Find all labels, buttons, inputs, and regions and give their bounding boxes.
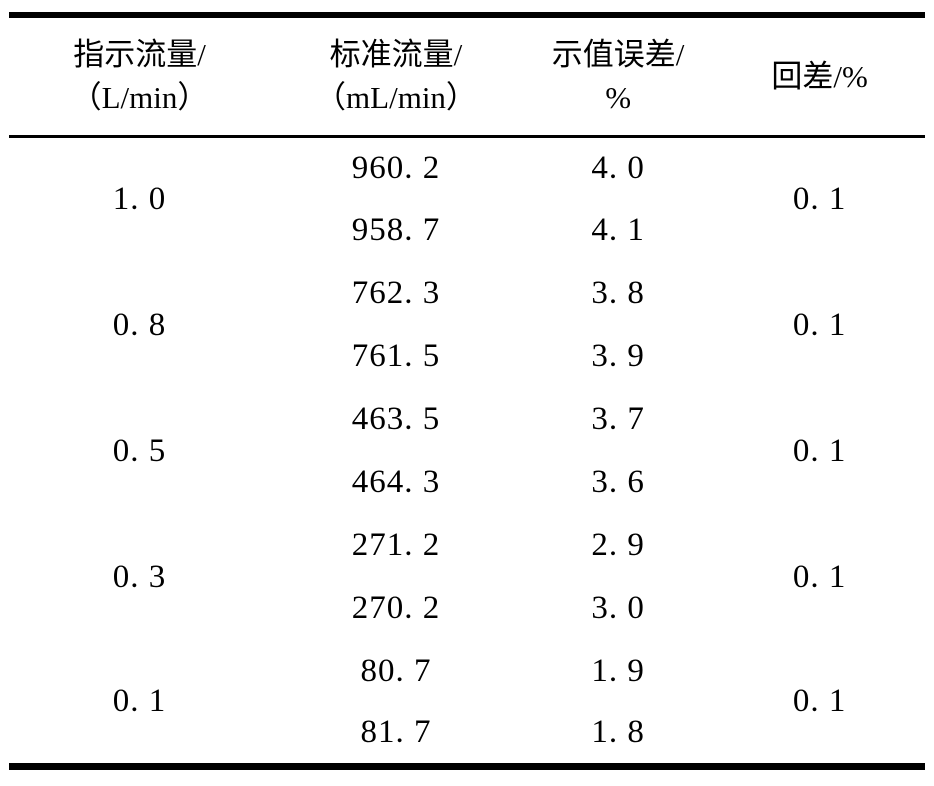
table-body: 1. 0 960. 2 4. 0 0. 1 958. 7 4. 1 0. 8 7… — [9, 136, 925, 766]
cell-indicated-flow: 1. 0 — [112, 181, 167, 218]
table-row: 270. 2 3. 0 — [9, 577, 925, 640]
cell-indicated-flow: 0. 1 — [112, 682, 167, 719]
header-hysteresis: 回差/% — [714, 15, 925, 136]
cell-indication-error: 3. 8 — [591, 275, 645, 311]
cell-hysteresis: 0. 1 — [792, 682, 847, 719]
cell-indication-error: 3. 6 — [591, 464, 645, 500]
header-indication-error-line2: % — [605, 80, 632, 116]
cell-indication-error: 2. 9 — [591, 527, 645, 563]
cell-hysteresis: 0. 1 — [792, 306, 847, 343]
cell-indication-error: 3. 7 — [591, 401, 645, 437]
cell-indication-error: 1. 9 — [591, 653, 645, 689]
cell-hysteresis: 0. 1 — [792, 432, 847, 469]
cell-indication-error: 1. 8 — [591, 714, 645, 751]
table-row: 0. 8 762. 3 3. 8 0. 1 — [9, 262, 925, 343]
cell-standard-flow: 464. 3 — [351, 464, 441, 500]
cell-indication-error: 4. 0 — [591, 149, 645, 186]
cell-indication-error: 4. 1 — [591, 212, 645, 248]
table-header: 指示流量/ （L/min） 标准流量/ （mL/min） 示值误差/ % 回差/… — [9, 15, 925, 136]
header-indicated-flow-line2: （L/min） — [70, 80, 209, 116]
table-row: 0. 1 80. 7 1. 9 0. 1 — [9, 640, 925, 719]
header-row: 指示流量/ （L/min） 标准流量/ （mL/min） 示值误差/ % 回差/… — [9, 15, 925, 136]
calibration-table-wrapper: 指示流量/ （L/min） 标准流量/ （mL/min） 示值误差/ % 回差/… — [9, 12, 925, 770]
cell-standard-flow: 81. 7 — [360, 714, 432, 751]
table-row: 761. 5 3. 9 — [9, 325, 925, 388]
cell-standard-flow: 463. 5 — [351, 401, 441, 437]
cell-standard-flow: 958. 7 — [351, 212, 441, 248]
cell-indication-error: 3. 9 — [591, 338, 645, 374]
cell-hysteresis: 0. 1 — [792, 558, 847, 595]
cell-indicated-flow: 0. 5 — [112, 432, 167, 469]
table-row: 81. 7 1. 8 — [9, 703, 925, 766]
table-row: 464. 3 3. 6 — [9, 451, 925, 514]
cell-indication-error: 3. 0 — [591, 590, 645, 626]
cell-standard-flow: 80. 7 — [360, 653, 432, 689]
header-indicated-flow-line1: 指示流量/ — [73, 37, 206, 73]
header-indication-error: 示值误差/ % — [522, 15, 714, 136]
cell-hysteresis: 0. 1 — [792, 181, 847, 218]
cell-standard-flow: 762. 3 — [351, 275, 441, 311]
header-indication-error-line1: 示值误差/ — [551, 37, 685, 73]
header-standard-flow-line1: 标准流量/ — [329, 37, 463, 73]
table-row: 0. 3 271. 2 2. 9 0. 1 — [9, 514, 925, 595]
header-hysteresis-line1: 回差/% — [771, 58, 868, 94]
cell-standard-flow: 270. 2 — [351, 590, 441, 626]
cell-indicated-flow: 0. 3 — [112, 558, 167, 595]
table-row: 958. 7 4. 1 — [9, 199, 925, 262]
cell-standard-flow: 271. 2 — [351, 527, 441, 563]
table-row: 0. 5 463. 5 3. 7 0. 1 — [9, 388, 925, 469]
cell-standard-flow: 761. 5 — [351, 338, 441, 374]
header-indicated-flow: 指示流量/ （L/min） — [9, 15, 270, 136]
cell-indicated-flow: 0. 8 — [112, 306, 167, 343]
table-row: 1. 0 960. 2 4. 0 0. 1 — [9, 136, 925, 218]
cell-standard-flow: 960. 2 — [351, 149, 441, 186]
flow-calibration-table: 指示流量/ （L/min） 标准流量/ （mL/min） 示值误差/ % 回差/… — [9, 12, 925, 770]
header-standard-flow: 标准流量/ （mL/min） — [270, 15, 522, 136]
header-standard-flow-line2: （mL/min） — [315, 80, 477, 116]
